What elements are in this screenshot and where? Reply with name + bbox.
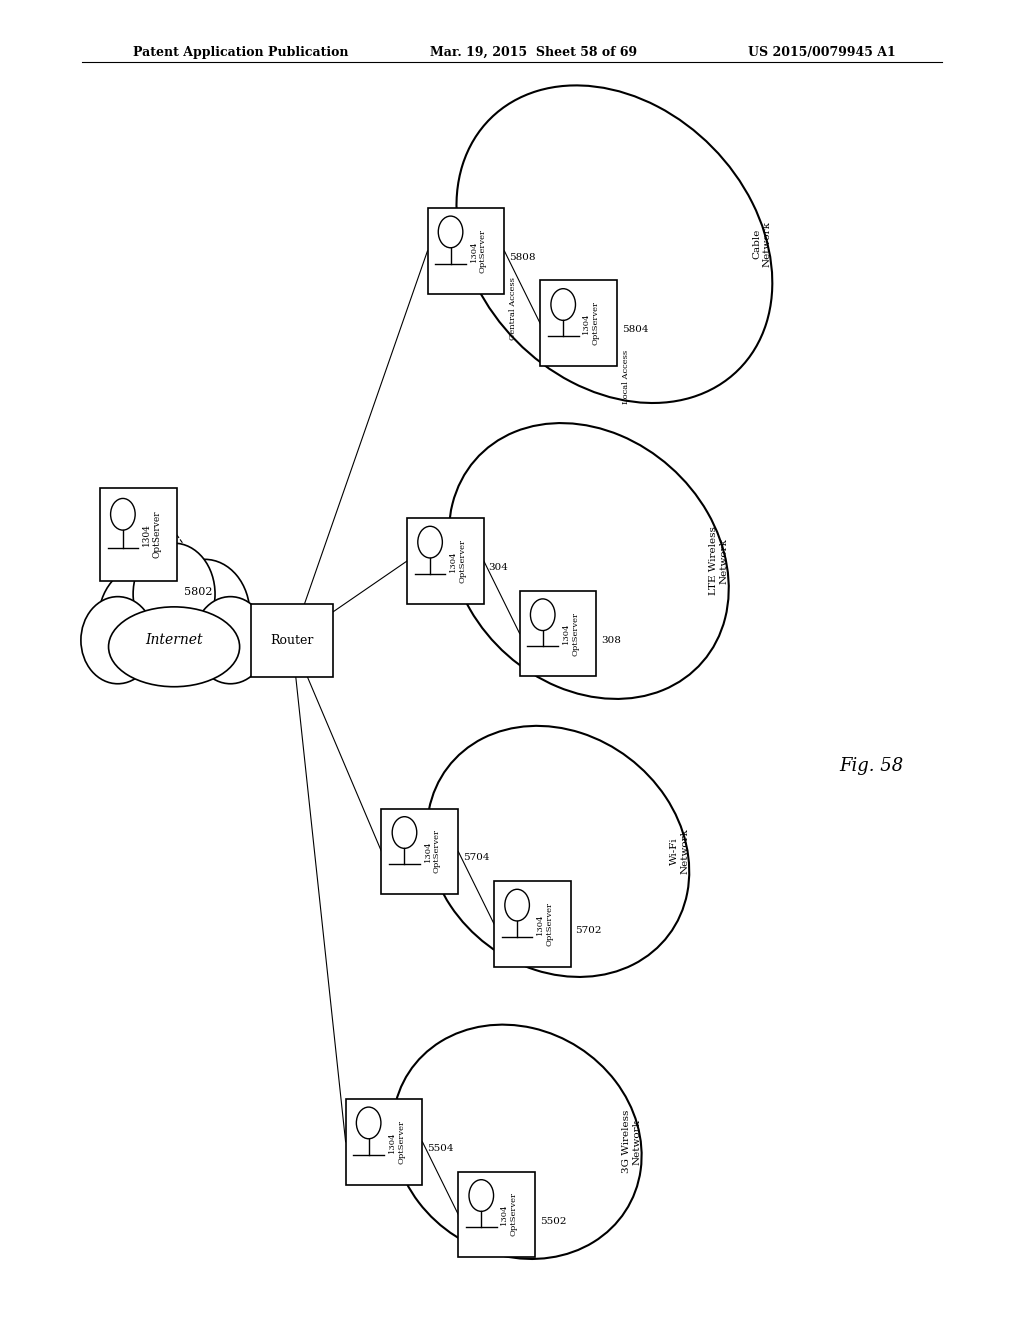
Ellipse shape: [98, 566, 188, 675]
Circle shape: [505, 890, 529, 921]
Text: Internet: Internet: [145, 634, 203, 647]
FancyBboxPatch shape: [100, 488, 176, 581]
Text: Cable
Network: Cable Network: [752, 222, 771, 267]
Text: 304: 304: [488, 564, 508, 572]
FancyBboxPatch shape: [541, 280, 616, 366]
Ellipse shape: [457, 86, 772, 403]
Text: Router: Router: [270, 634, 313, 647]
FancyBboxPatch shape: [408, 519, 484, 605]
Text: 5504: 5504: [427, 1144, 454, 1152]
Text: Wi-Fi
Network: Wi-Fi Network: [670, 829, 689, 874]
Ellipse shape: [160, 560, 250, 668]
Text: 5808: 5808: [509, 253, 536, 261]
Text: 5502: 5502: [540, 1217, 566, 1225]
Ellipse shape: [449, 424, 729, 698]
Ellipse shape: [109, 607, 240, 686]
Text: US 2015/0079945 A1: US 2015/0079945 A1: [748, 46, 895, 59]
Circle shape: [356, 1107, 381, 1139]
Text: Local Access: Local Access: [622, 350, 630, 404]
Text: Fig. 58: Fig. 58: [840, 756, 904, 775]
Circle shape: [469, 1180, 494, 1212]
FancyBboxPatch shape: [381, 808, 459, 895]
Text: 5804: 5804: [622, 326, 648, 334]
Ellipse shape: [81, 597, 155, 684]
Text: Central Access: Central Access: [509, 277, 517, 341]
Text: 1304
OptServer: 1304 OptServer: [501, 1192, 518, 1237]
Circle shape: [111, 499, 135, 531]
Text: 5802: 5802: [184, 587, 213, 598]
FancyBboxPatch shape: [428, 207, 505, 293]
Text: Mar. 19, 2015  Sheet 58 of 69: Mar. 19, 2015 Sheet 58 of 69: [430, 46, 637, 59]
Text: 308: 308: [601, 636, 621, 644]
Circle shape: [530, 599, 555, 631]
Text: 1304
OptServer: 1304 OptServer: [424, 829, 441, 874]
Text: LTE Wireless
Network: LTE Wireless Network: [710, 527, 729, 595]
FancyBboxPatch shape: [346, 1098, 423, 1185]
Text: 1304
OptServer: 1304 OptServer: [142, 511, 162, 558]
Text: 1304
OptServer: 1304 OptServer: [537, 902, 554, 946]
Ellipse shape: [392, 1024, 642, 1259]
Text: 1304
OptServer: 1304 OptServer: [388, 1119, 406, 1164]
Text: 5704: 5704: [463, 854, 489, 862]
Ellipse shape: [194, 597, 267, 684]
FancyBboxPatch shape: [495, 882, 571, 966]
FancyBboxPatch shape: [251, 605, 333, 676]
Text: 1304
OptServer: 1304 OptServer: [470, 228, 487, 273]
Circle shape: [438, 216, 463, 248]
Text: Patent Application Publication: Patent Application Publication: [133, 46, 348, 59]
Circle shape: [418, 527, 442, 558]
Text: 1304
OptServer: 1304 OptServer: [450, 539, 467, 583]
Text: 3G Wireless
Network: 3G Wireless Network: [623, 1110, 642, 1173]
Circle shape: [551, 289, 575, 321]
Circle shape: [392, 817, 417, 849]
FancyBboxPatch shape: [520, 591, 596, 676]
Ellipse shape: [427, 726, 689, 977]
Text: 1304
OptServer: 1304 OptServer: [562, 611, 580, 656]
Ellipse shape: [133, 543, 215, 644]
Text: 5702: 5702: [575, 927, 602, 935]
Text: 1304
OptServer: 1304 OptServer: [583, 301, 600, 346]
FancyBboxPatch shape: [459, 1172, 535, 1257]
